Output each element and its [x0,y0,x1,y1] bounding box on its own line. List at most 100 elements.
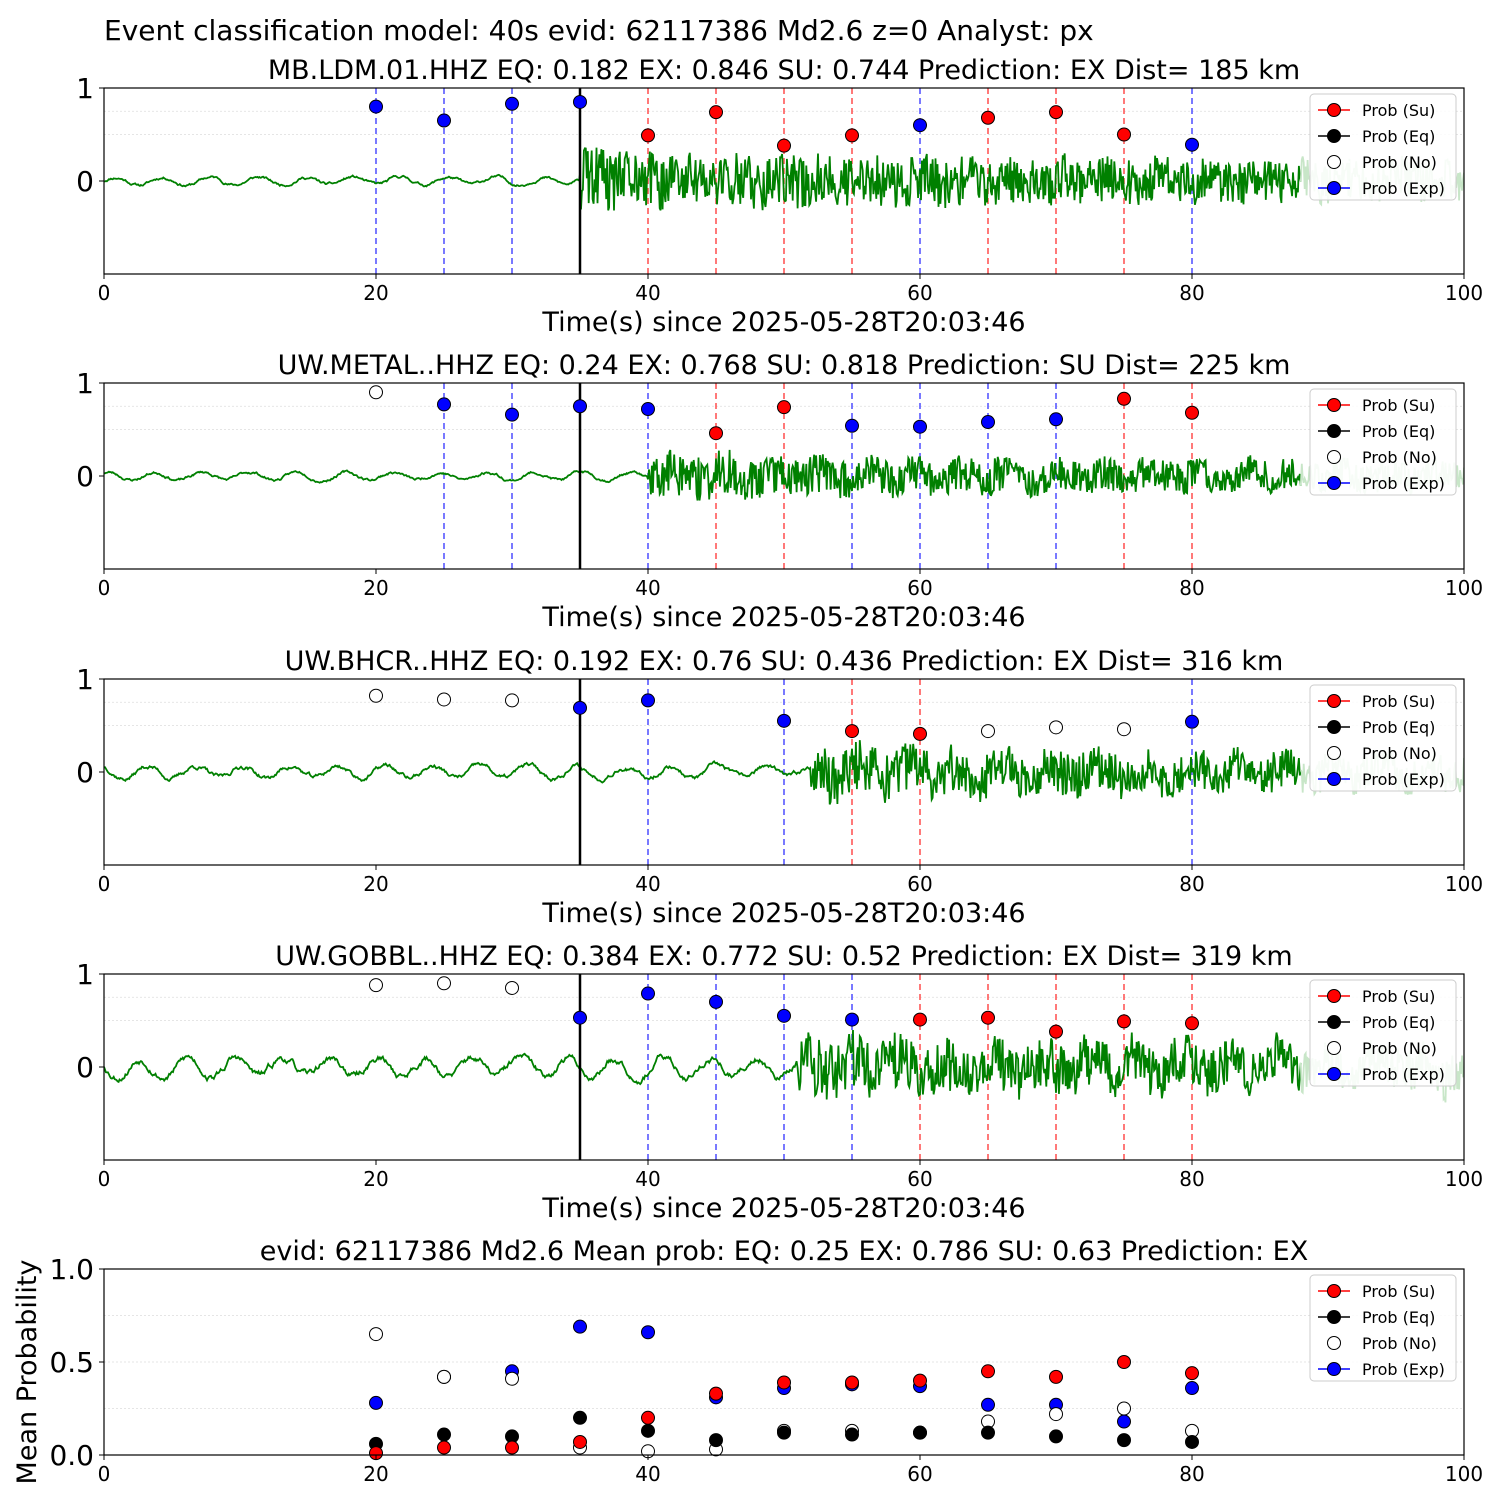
y-tick-label: 1.0 [49,1253,94,1286]
x-tick-label: 40 [635,281,660,305]
panel-title: MB.LDM.01.HHZ EQ: 0.182 EX: 0.846 SU: 0.… [268,55,1300,86]
legend: Prob (Su) Prob (Eq) Prob (No) Prob (Exp) [1309,684,1457,792]
x-tick-label: 20 [363,576,388,600]
prob-marker-exp [641,693,655,708]
mean-prob-marker-su [845,1375,859,1390]
mean-prob-marker-eq [573,1410,587,1425]
x-tick-label: 60 [907,576,932,600]
prob-marker-su [777,400,791,415]
x-tick-label: 60 [907,1167,932,1191]
mean-prob-marker-su [709,1386,723,1401]
legend-label: Prob (Exp) [1362,770,1445,789]
prob-marker-no [981,724,995,739]
legend-marker-eq [1327,424,1341,438]
mean-prob-marker-eq [913,1425,927,1440]
legend: Prob (Su) Prob (Eq) Prob (No) Prob (Exp) [1309,979,1457,1087]
mean-prob-marker-exp [573,1319,587,1334]
legend-marker-no [1327,1336,1341,1350]
x-tick-label: 0 [98,1462,111,1486]
mean-prob-marker-su [505,1440,519,1455]
mean-prob-marker-eq [845,1427,859,1442]
prob-marker-exp [641,402,655,417]
x-tick-label: 100 [1445,1167,1483,1191]
prob-marker-su [1049,1024,1063,1039]
mean-prob-marker-no [1049,1407,1063,1422]
x-tick-label: 20 [363,1167,388,1191]
x-tick-label: 80 [1179,1167,1204,1191]
legend-marker-no [1327,746,1341,760]
y-tick-label: 0.5 [49,1346,94,1379]
panel-3: UW.BHCR..HHZ EQ: 0.192 EX: 0.76 SU: 0.43… [76,646,1483,929]
prob-marker-su [1117,1014,1131,1029]
waveform-trace [104,740,1302,805]
x-tick-label: 0 [98,576,111,600]
panels: MB.LDM.01.HHZ EQ: 0.182 EX: 0.846 SU: 0.… [12,55,1483,1486]
y-tick-label: 1 [76,958,94,991]
mean-prob-marker-su [1117,1355,1131,1369]
prob-marker-su [777,138,791,153]
legend-frame [1309,93,1457,201]
panel-1: MB.LDM.01.HHZ EQ: 0.182 EX: 0.846 SU: 0.… [76,55,1483,338]
x-axis-label: Time(s) since 2025-05-28T20:03:46 [541,1193,1025,1224]
legend-label: Prob (Exp) [1362,1065,1445,1084]
prob-marker-no [369,688,383,703]
prob-marker-exp [777,713,791,728]
x-tick-label: 80 [1179,576,1204,600]
prob-marker-no [505,980,519,995]
legend-label: Prob (No) [1362,448,1437,467]
legend-label: Prob (Su) [1362,692,1435,711]
legend-label: Prob (Eq) [1362,127,1435,146]
mean-prob-marker-eq [1117,1433,1131,1448]
prob-marker-exp [913,118,927,133]
legend-label: Prob (No) [1362,153,1437,172]
prob-marker-su [1185,405,1199,420]
legend-label: Prob (Eq) [1362,718,1435,737]
mean-prob-marker-exp [641,1325,655,1340]
x-tick-label: 60 [907,1462,932,1486]
legend: Prob (Su) Prob (Eq) Prob (No) Prob (Exp) [1309,1274,1457,1382]
prob-marker-su [709,426,723,441]
prob-marker-su [709,105,723,120]
mean-prob-marker-su [981,1364,995,1379]
mean-prob-marker-su [777,1375,791,1390]
y-tick-label: 1 [76,663,94,696]
waveform-trace [104,1029,1302,1100]
legend: Prob (Su) Prob (Eq) Prob (No) Prob (Exp) [1309,93,1457,201]
x-tick-label: 100 [1445,281,1483,305]
y-tick-label: 1 [76,367,94,400]
x-tick-label: 40 [635,872,660,896]
legend-label: Prob (Eq) [1362,422,1435,441]
waveform-trace [104,147,1302,211]
legend-label: Prob (Exp) [1362,474,1445,493]
panel-title: UW.GOBBL..HHZ EQ: 0.384 EX: 0.772 SU: 0.… [275,941,1292,972]
panel-5: evid: 62117386 Md2.6 Mean prob: EQ: 0.25… [12,1236,1483,1486]
x-tick-label: 100 [1445,576,1483,600]
prob-marker-exp [1185,137,1199,152]
prob-marker-exp [1185,714,1199,729]
mean-prob-marker-no [369,1327,383,1342]
prob-marker-su [845,128,859,143]
prob-marker-su [913,726,927,741]
x-tick-label: 0 [98,1167,111,1191]
prob-marker-exp [709,994,723,1009]
x-tick-label: 0 [98,281,111,305]
x-tick-label: 20 [363,872,388,896]
x-tick-label: 80 [1179,281,1204,305]
y-tick-label: 0.0 [49,1439,94,1472]
legend-marker-su [1327,1284,1341,1298]
mean-prob-marker-exp [1185,1381,1199,1396]
mean-prob-marker-su [437,1440,451,1455]
x-tick-label: 60 [907,281,932,305]
x-tick-label: 40 [635,1167,660,1191]
x-tick-label: 100 [1445,872,1483,896]
prob-marker-no [369,385,383,400]
y-axis-label: Mean Probability [12,1260,43,1485]
mean-prob-marker-no [505,1371,519,1386]
legend-marker-exp [1327,1362,1341,1376]
legend-marker-exp [1327,181,1341,195]
legend-marker-su [1327,103,1341,117]
prob-marker-su [1117,127,1131,142]
legend-marker-eq [1327,1310,1341,1324]
mean-prob-marker-eq [437,1427,451,1442]
